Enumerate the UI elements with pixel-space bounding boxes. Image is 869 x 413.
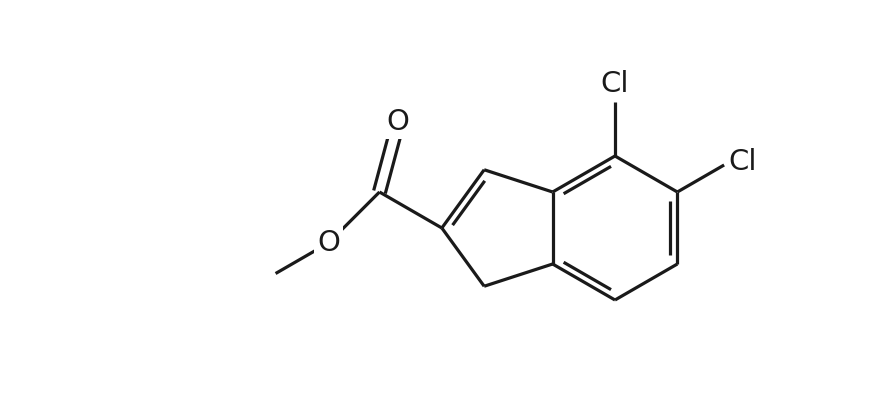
Text: O: O	[386, 109, 409, 136]
Text: Cl: Cl	[727, 149, 756, 176]
Text: O: O	[317, 229, 340, 257]
Text: Cl: Cl	[600, 70, 628, 98]
